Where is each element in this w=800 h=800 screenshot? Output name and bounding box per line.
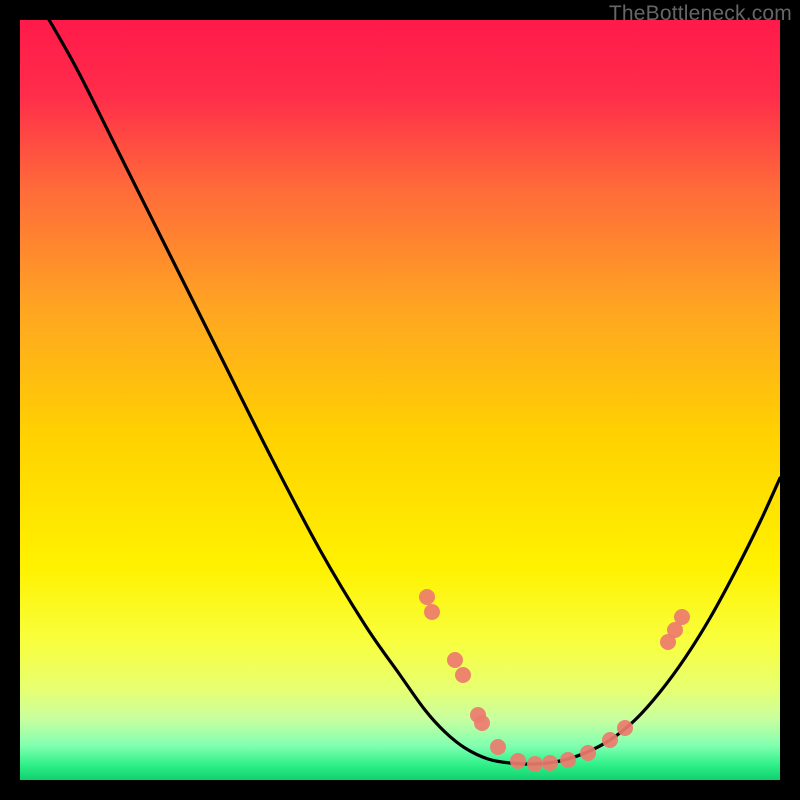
chart-frame (20, 20, 780, 780)
data-marker (542, 755, 558, 771)
data-marker (424, 604, 440, 620)
data-marker (447, 652, 463, 668)
data-marker (580, 745, 596, 761)
data-marker (474, 715, 490, 731)
data-marker (674, 609, 690, 625)
data-marker (455, 667, 471, 683)
data-marker (510, 753, 526, 769)
data-marker (419, 589, 435, 605)
curve-line (40, 20, 780, 764)
data-marker (560, 752, 576, 768)
data-marker (490, 739, 506, 755)
data-marker (602, 732, 618, 748)
data-marker (527, 756, 543, 772)
data-marker (617, 720, 633, 736)
watermark-text: TheBottleneck.com (609, 2, 792, 26)
bottleneck-curve (20, 20, 780, 780)
